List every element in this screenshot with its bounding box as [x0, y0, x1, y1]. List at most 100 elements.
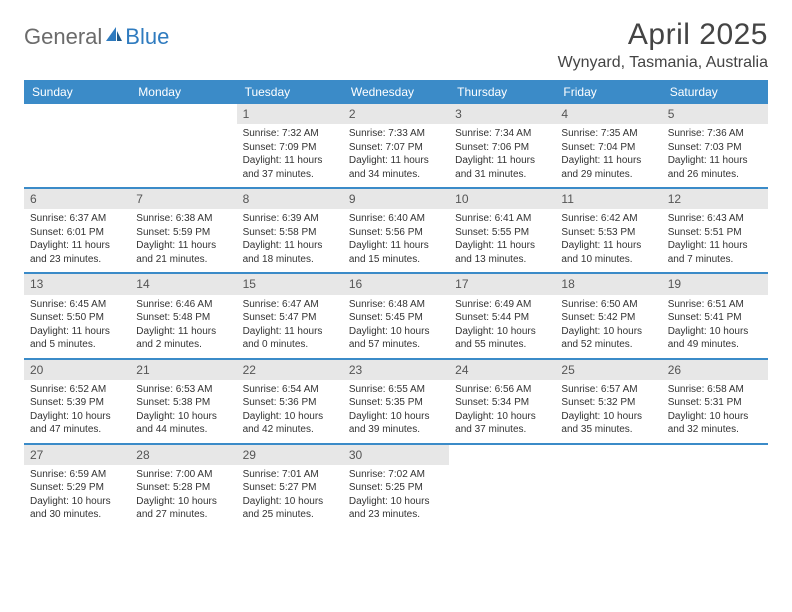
daylight-text: Daylight: 10 hours and 47 minutes.	[30, 410, 124, 437]
sunset-text: Sunset: 5:35 PM	[349, 396, 443, 410]
day-cell: 16Sunrise: 6:48 AMSunset: 5:45 PMDayligh…	[343, 274, 449, 357]
daylight-text: Daylight: 11 hours and 23 minutes.	[30, 239, 124, 266]
weekday-header: Saturday	[662, 80, 768, 104]
day-cell: 15Sunrise: 6:47 AMSunset: 5:47 PMDayligh…	[237, 274, 343, 357]
daylight-text: Daylight: 10 hours and 52 minutes.	[561, 325, 655, 352]
weekday-header: Monday	[130, 80, 236, 104]
sunset-text: Sunset: 5:31 PM	[668, 396, 762, 410]
sunset-text: Sunset: 5:45 PM	[349, 311, 443, 325]
day-number: 17	[449, 274, 555, 294]
sunset-text: Sunset: 5:59 PM	[136, 226, 230, 240]
sunset-text: Sunset: 5:51 PM	[668, 226, 762, 240]
daylight-text: Daylight: 11 hours and 7 minutes.	[668, 239, 762, 266]
sunrise-text: Sunrise: 6:41 AM	[455, 212, 549, 226]
day-number: 21	[130, 360, 236, 380]
daylight-text: Daylight: 11 hours and 10 minutes.	[561, 239, 655, 266]
day-number: 13	[24, 274, 130, 294]
weeks-container: 1Sunrise: 7:32 AMSunset: 7:09 PMDaylight…	[24, 104, 768, 528]
sunrise-text: Sunrise: 6:42 AM	[561, 212, 655, 226]
sunset-text: Sunset: 5:38 PM	[136, 396, 230, 410]
logo: General Blue	[24, 18, 169, 50]
day-number: 27	[24, 445, 130, 465]
sunset-text: Sunset: 7:09 PM	[243, 141, 337, 155]
daylight-text: Daylight: 11 hours and 31 minutes.	[455, 154, 549, 181]
week-row: 1Sunrise: 7:32 AMSunset: 7:09 PMDaylight…	[24, 104, 768, 189]
day-cell: 6Sunrise: 6:37 AMSunset: 6:01 PMDaylight…	[24, 189, 130, 272]
sunset-text: Sunset: 5:27 PM	[243, 481, 337, 495]
day-number: 12	[662, 189, 768, 209]
daylight-text: Daylight: 11 hours and 26 minutes.	[668, 154, 762, 181]
day-number: 28	[130, 445, 236, 465]
sunrise-text: Sunrise: 6:54 AM	[243, 383, 337, 397]
day-number: 5	[662, 104, 768, 124]
sunset-text: Sunset: 5:41 PM	[668, 311, 762, 325]
sunrise-text: Sunrise: 7:34 AM	[455, 127, 549, 141]
daylight-text: Daylight: 10 hours and 39 minutes.	[349, 410, 443, 437]
sunrise-text: Sunrise: 7:35 AM	[561, 127, 655, 141]
sunrise-text: Sunrise: 6:55 AM	[349, 383, 443, 397]
day-number: 30	[343, 445, 449, 465]
day-number: 15	[237, 274, 343, 294]
sunrise-text: Sunrise: 7:02 AM	[349, 468, 443, 482]
logo-text-blue: Blue	[125, 24, 169, 50]
title-block: April 2025 Wynyard, Tasmania, Australia	[558, 18, 768, 72]
day-cell: 4Sunrise: 7:35 AMSunset: 7:04 PMDaylight…	[555, 104, 661, 187]
day-number: 24	[449, 360, 555, 380]
week-row: 20Sunrise: 6:52 AMSunset: 5:39 PMDayligh…	[24, 360, 768, 445]
day-number: 9	[343, 189, 449, 209]
sunset-text: Sunset: 5:42 PM	[561, 311, 655, 325]
daylight-text: Daylight: 10 hours and 35 minutes.	[561, 410, 655, 437]
day-cell: 22Sunrise: 6:54 AMSunset: 5:36 PMDayligh…	[237, 360, 343, 443]
sunset-text: Sunset: 5:39 PM	[30, 396, 124, 410]
day-cell: 5Sunrise: 7:36 AMSunset: 7:03 PMDaylight…	[662, 104, 768, 187]
sunrise-text: Sunrise: 7:33 AM	[349, 127, 443, 141]
daylight-text: Daylight: 11 hours and 0 minutes.	[243, 325, 337, 352]
sunset-text: Sunset: 5:25 PM	[349, 481, 443, 495]
location-text: Wynyard, Tasmania, Australia	[558, 54, 768, 72]
day-number: 3	[449, 104, 555, 124]
daylight-text: Daylight: 11 hours and 18 minutes.	[243, 239, 337, 266]
sunset-text: Sunset: 5:28 PM	[136, 481, 230, 495]
daylight-text: Daylight: 10 hours and 49 minutes.	[668, 325, 762, 352]
daylight-text: Daylight: 10 hours and 55 minutes.	[455, 325, 549, 352]
week-row: 6Sunrise: 6:37 AMSunset: 6:01 PMDaylight…	[24, 189, 768, 274]
day-number: 4	[555, 104, 661, 124]
daylight-text: Daylight: 11 hours and 34 minutes.	[349, 154, 443, 181]
day-number: 23	[343, 360, 449, 380]
header: General Blue April 2025 Wynyard, Tasmani…	[24, 18, 768, 72]
calendar: Sunday Monday Tuesday Wednesday Thursday…	[24, 80, 768, 528]
sunrise-text: Sunrise: 7:00 AM	[136, 468, 230, 482]
day-cell	[130, 104, 236, 187]
day-number: 11	[555, 189, 661, 209]
sunset-text: Sunset: 5:44 PM	[455, 311, 549, 325]
day-number: 7	[130, 189, 236, 209]
day-number: 26	[662, 360, 768, 380]
daylight-text: Daylight: 10 hours and 32 minutes.	[668, 410, 762, 437]
day-number: 25	[555, 360, 661, 380]
sunrise-text: Sunrise: 6:57 AM	[561, 383, 655, 397]
day-number: 14	[130, 274, 236, 294]
sunset-text: Sunset: 6:01 PM	[30, 226, 124, 240]
day-number: 16	[343, 274, 449, 294]
sunrise-text: Sunrise: 6:39 AM	[243, 212, 337, 226]
daylight-text: Daylight: 10 hours and 23 minutes.	[349, 495, 443, 522]
sunrise-text: Sunrise: 6:52 AM	[30, 383, 124, 397]
day-cell: 14Sunrise: 6:46 AMSunset: 5:48 PMDayligh…	[130, 274, 236, 357]
sunrise-text: Sunrise: 6:47 AM	[243, 298, 337, 312]
sunrise-text: Sunrise: 6:40 AM	[349, 212, 443, 226]
day-cell: 29Sunrise: 7:01 AMSunset: 5:27 PMDayligh…	[237, 445, 343, 528]
day-cell: 3Sunrise: 7:34 AMSunset: 7:06 PMDaylight…	[449, 104, 555, 187]
day-number: 19	[662, 274, 768, 294]
sunrise-text: Sunrise: 6:37 AM	[30, 212, 124, 226]
sunrise-text: Sunrise: 6:53 AM	[136, 383, 230, 397]
daylight-text: Daylight: 10 hours and 37 minutes.	[455, 410, 549, 437]
daylight-text: Daylight: 11 hours and 29 minutes.	[561, 154, 655, 181]
day-cell: 9Sunrise: 6:40 AMSunset: 5:56 PMDaylight…	[343, 189, 449, 272]
day-cell	[24, 104, 130, 187]
sunset-text: Sunset: 5:32 PM	[561, 396, 655, 410]
sunset-text: Sunset: 5:53 PM	[561, 226, 655, 240]
sunrise-text: Sunrise: 7:01 AM	[243, 468, 337, 482]
daylight-text: Daylight: 11 hours and 5 minutes.	[30, 325, 124, 352]
day-number: 22	[237, 360, 343, 380]
sunset-text: Sunset: 7:07 PM	[349, 141, 443, 155]
